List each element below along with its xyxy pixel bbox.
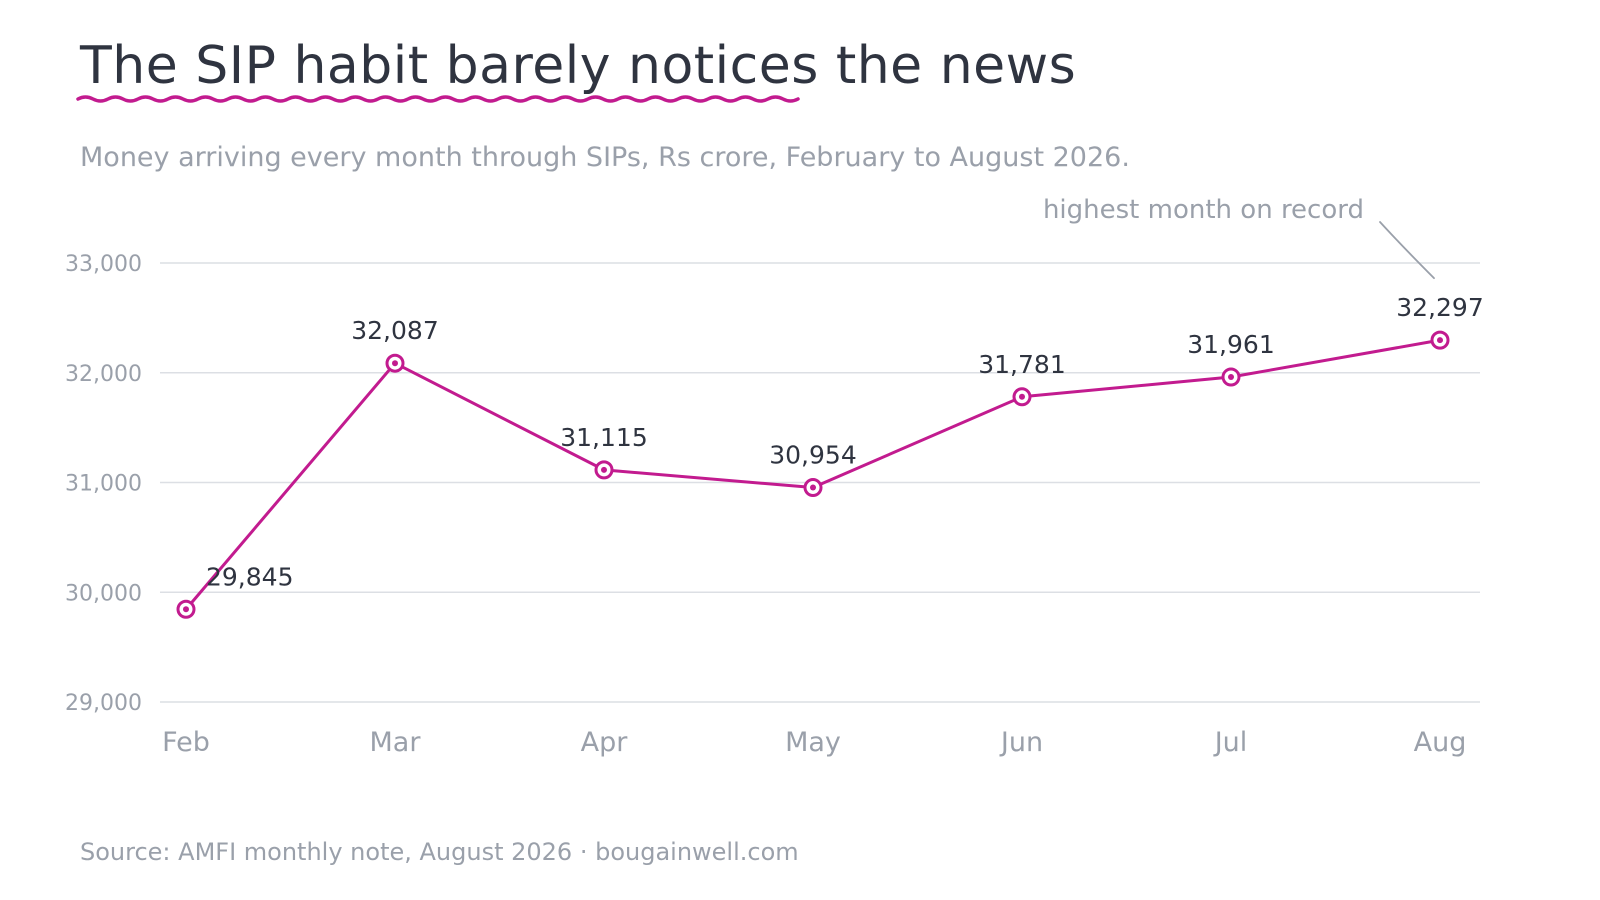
data-point bbox=[385, 353, 405, 373]
data-label: 32,087 bbox=[351, 316, 438, 345]
y-tick-label: 29,000 bbox=[65, 691, 142, 716]
data-label: 29,845 bbox=[206, 562, 293, 591]
data-point bbox=[1221, 367, 1241, 387]
x-tick-label: Mar bbox=[370, 727, 422, 758]
y-tick-label: 33,000 bbox=[65, 252, 142, 277]
data-point bbox=[1012, 387, 1032, 407]
data-label: 31,961 bbox=[1187, 330, 1274, 359]
y-tick-label: 32,000 bbox=[65, 362, 142, 387]
chart-title: The SIP habit barely notices the news bbox=[80, 36, 1077, 96]
data-label: 32,297 bbox=[1396, 293, 1483, 322]
data-point bbox=[1430, 330, 1450, 350]
x-tick-label: Aug bbox=[1414, 727, 1467, 758]
y-tick-label: 30,000 bbox=[65, 581, 142, 606]
data-label: 30,954 bbox=[769, 441, 856, 470]
x-tick-label: Feb bbox=[162, 727, 210, 758]
x-tick-label: Jul bbox=[1213, 727, 1248, 758]
data-label: 31,115 bbox=[560, 423, 647, 452]
data-point bbox=[176, 599, 196, 619]
series-line bbox=[184, 338, 1442, 611]
y-tick-label: 31,000 bbox=[65, 472, 142, 497]
data-points bbox=[176, 330, 1450, 619]
y-axis-ticks: 29,000 30,000 31,000 32,000 33,000 bbox=[65, 252, 142, 716]
x-tick-label: Jun bbox=[999, 727, 1043, 758]
data-label: 31,781 bbox=[978, 350, 1065, 379]
annotation-leader-line bbox=[1379, 221, 1435, 280]
x-tick-label: Apr bbox=[581, 727, 629, 758]
title-underline-squiggle bbox=[76, 95, 800, 103]
annotations: highest month on record bbox=[1043, 195, 1435, 280]
chart-subtitle: Money arriving every month through SIPs,… bbox=[80, 142, 1130, 173]
data-labels: 29,845 32,087 31,115 30,954 31,781 31,961 32,2… bbox=[206, 293, 1484, 591]
chart-source: Source: AMFI monthly note, August 2026 ·… bbox=[80, 838, 799, 866]
x-axis-ticks: Feb Mar Apr May Jun Jul Aug bbox=[162, 727, 1466, 758]
series-line-path bbox=[184, 338, 1442, 611]
data-point bbox=[594, 460, 614, 480]
title-underline bbox=[76, 95, 800, 103]
data-point bbox=[803, 478, 823, 498]
annotation-label: highest month on record bbox=[1043, 195, 1364, 225]
x-tick-label: May bbox=[785, 727, 841, 758]
